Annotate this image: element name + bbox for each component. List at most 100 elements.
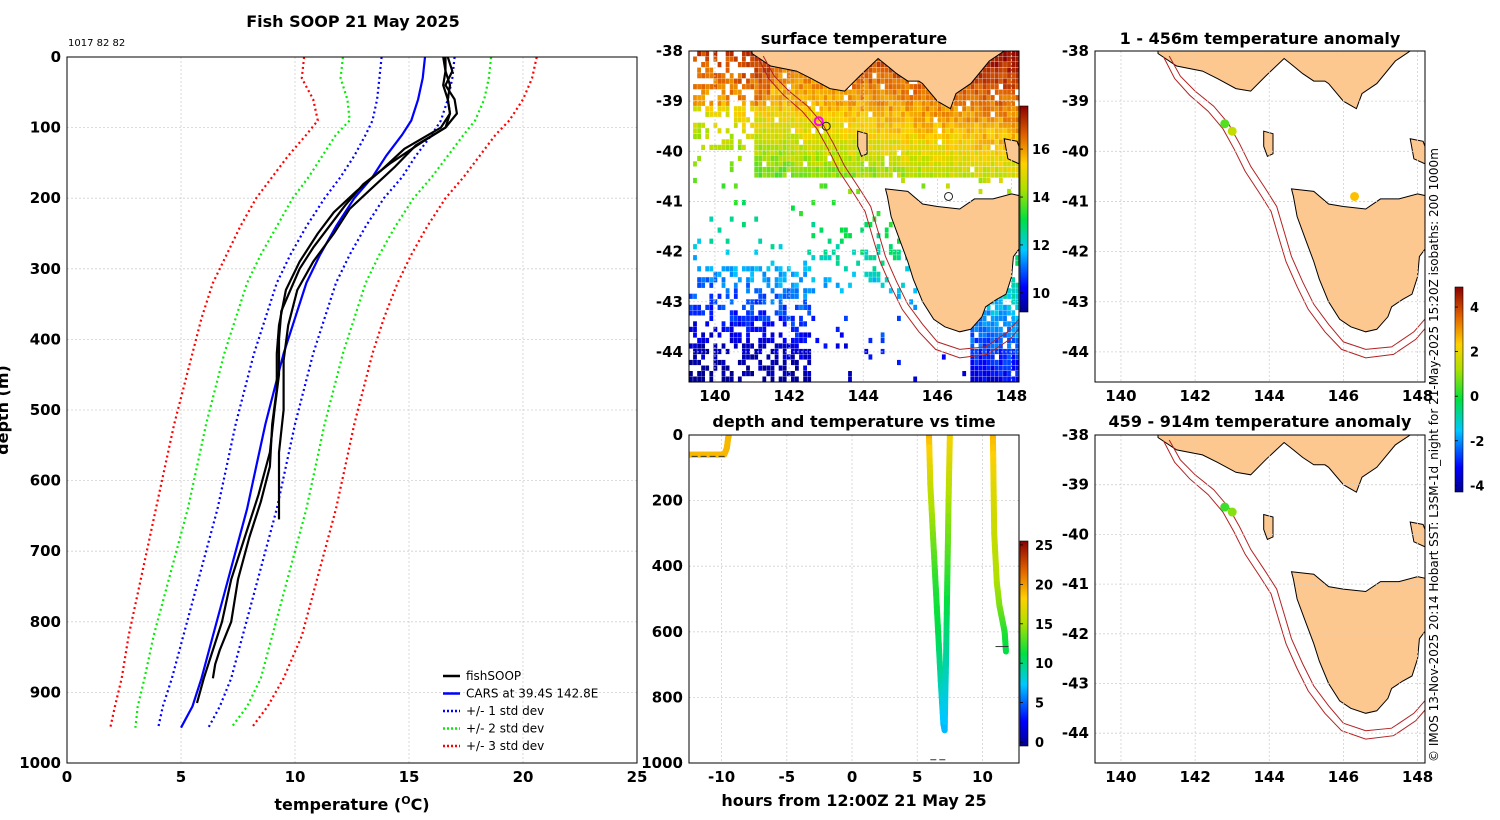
sst-cell xyxy=(725,62,730,68)
sst-cell xyxy=(897,100,901,106)
sst-cell xyxy=(819,172,824,178)
sst-cell xyxy=(831,106,836,112)
profile-series-line xyxy=(277,57,458,520)
sst-cell xyxy=(970,359,975,366)
sst-cell xyxy=(848,144,852,150)
sst-cell xyxy=(791,95,795,101)
sst-cell xyxy=(811,133,816,139)
sst-cell xyxy=(835,100,840,106)
sst-cell xyxy=(1003,106,1007,112)
sst-cell xyxy=(994,139,999,145)
profile-xtick-label: 10 xyxy=(285,768,306,786)
sst-cell xyxy=(778,84,783,90)
sst-cell xyxy=(758,161,763,167)
sst-cell xyxy=(872,144,877,150)
sst-cell xyxy=(713,271,718,277)
sst-cell xyxy=(795,106,799,112)
sst-cell xyxy=(725,95,730,101)
sst-cell xyxy=(778,172,783,178)
sst-cell xyxy=(766,321,771,327)
sst-cell xyxy=(811,233,816,239)
sst-cell xyxy=(909,122,913,128)
sst-cell xyxy=(799,166,803,173)
sst-cell xyxy=(811,139,816,145)
sst-cell xyxy=(831,155,836,161)
sst-cell xyxy=(746,299,750,305)
sst-cell xyxy=(888,117,893,123)
sst-cell xyxy=(990,133,995,139)
sst-cell xyxy=(782,139,787,145)
sst-cell xyxy=(725,348,730,355)
sst-cell xyxy=(884,78,889,84)
sst-cell xyxy=(721,183,726,189)
sst-cell xyxy=(713,354,718,360)
sst-cell xyxy=(994,78,999,84)
sst-cell xyxy=(713,144,718,150)
sst-cell xyxy=(978,150,983,156)
sst-cell xyxy=(754,299,759,305)
sst-lat-tick-label: -40 xyxy=(656,142,683,160)
sst-cell xyxy=(815,111,820,117)
sst-cell xyxy=(786,371,791,377)
sst-cell xyxy=(994,166,999,173)
sst-cell xyxy=(811,106,816,112)
sst-cell xyxy=(892,117,897,123)
sst-cell xyxy=(791,73,795,79)
sst-cell xyxy=(774,78,779,84)
sst-cell xyxy=(921,95,926,101)
anomaly-shallow-mainland-land xyxy=(1157,51,1411,110)
sst-cell xyxy=(864,255,869,261)
sst-cell xyxy=(778,144,783,150)
sst-cell xyxy=(762,155,767,161)
sst-cell xyxy=(852,172,856,178)
sst-cell xyxy=(888,288,893,294)
sst-cell xyxy=(1015,304,1019,310)
sst-cell xyxy=(791,337,795,344)
sst-cell xyxy=(950,166,954,173)
sst-cell xyxy=(762,277,767,283)
sst-cell xyxy=(1007,51,1011,57)
sst-cell xyxy=(791,150,795,156)
sst-cell xyxy=(766,266,771,272)
profile-xtick-label: 15 xyxy=(399,768,420,786)
sst-cell xyxy=(774,166,779,173)
sst-cell xyxy=(872,133,877,139)
sst-cell xyxy=(831,150,836,156)
sst-cell xyxy=(848,161,852,167)
sst-cell xyxy=(795,304,799,310)
sst-cell xyxy=(994,133,999,139)
sst-cell xyxy=(774,67,779,73)
sst-cell xyxy=(864,117,869,123)
anomaly-deep-lat-tick-label: -40 xyxy=(1062,525,1089,543)
sst-cell xyxy=(725,266,730,272)
sst-cell xyxy=(750,266,754,272)
sst-cell xyxy=(778,73,783,79)
sst-cell xyxy=(868,89,873,95)
sst-cell xyxy=(725,56,730,62)
anomaly-shallow-lon-tick-label: 148 xyxy=(1402,387,1433,405)
sst-cell xyxy=(958,133,962,139)
depth-time-xtick-label: 0 xyxy=(847,768,857,786)
sst-cell xyxy=(982,95,987,101)
sst-cell xyxy=(990,376,995,382)
sst-cell xyxy=(823,183,828,189)
sst-cell xyxy=(892,89,897,95)
sst-cell xyxy=(750,321,754,327)
sst-cell xyxy=(990,128,995,134)
profile-xlabel-unit: C) xyxy=(411,795,430,814)
sst-cell xyxy=(762,95,767,101)
sst-cell xyxy=(835,128,840,134)
sst-cell xyxy=(758,315,763,321)
sst-cell xyxy=(852,95,856,101)
sst-cell xyxy=(766,365,771,371)
sst-cell xyxy=(782,348,787,355)
sst-cell xyxy=(888,67,893,73)
sst-cell xyxy=(766,78,771,84)
sst-cell xyxy=(888,100,893,106)
sst-cell xyxy=(974,376,979,382)
sst-cell xyxy=(852,122,856,128)
sst-cell xyxy=(994,106,999,112)
profile-ytick-label: 300 xyxy=(30,260,61,278)
sst-cell xyxy=(872,67,877,73)
sst-cell xyxy=(709,216,714,222)
